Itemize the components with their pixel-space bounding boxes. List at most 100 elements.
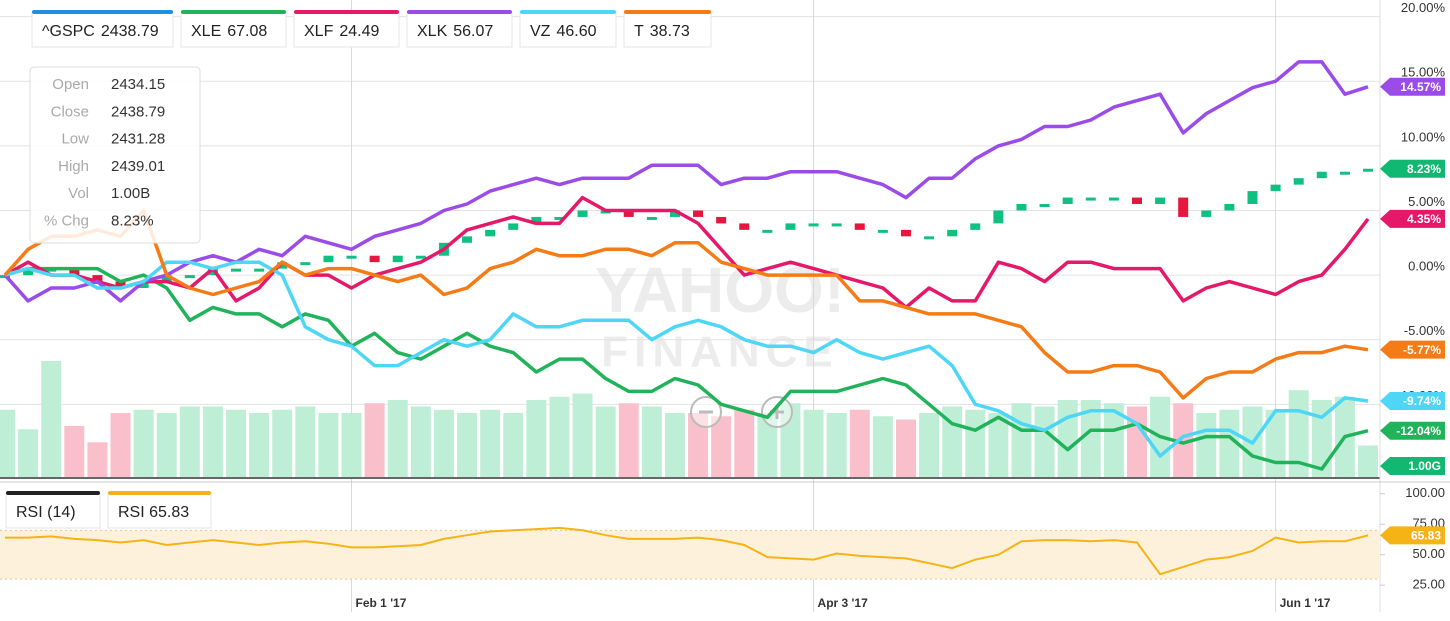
candle bbox=[115, 281, 126, 289]
volume-bar bbox=[1103, 403, 1124, 478]
candle bbox=[785, 223, 796, 230]
legend-chip[interactable]: XLE 67.08 bbox=[180, 10, 287, 48]
legend-chip[interactable]: VZ 46.60 bbox=[519, 10, 617, 48]
chip-color bbox=[294, 10, 399, 14]
volume-bar bbox=[526, 400, 547, 478]
rsi-chip[interactable]: RSI 65.83 bbox=[107, 491, 212, 529]
chip-color bbox=[108, 491, 211, 495]
chip-box bbox=[519, 11, 617, 48]
value-tag-label: 8.23% bbox=[1407, 162, 1441, 176]
volume-bar bbox=[318, 413, 339, 478]
legend-name: XLK bbox=[417, 23, 448, 40]
legend-name: ^GSPC bbox=[42, 23, 95, 40]
candle bbox=[1224, 204, 1235, 211]
candle bbox=[1363, 168, 1373, 172]
volume-bar bbox=[18, 429, 39, 478]
watermark-text: FINANCE bbox=[601, 328, 839, 377]
candle bbox=[1178, 197, 1189, 217]
volume-bar bbox=[1358, 445, 1378, 478]
tooltip-value: 1.00B bbox=[111, 185, 150, 202]
value-tag bbox=[1380, 526, 1445, 545]
legend-value: 24.49 bbox=[339, 23, 379, 40]
value-tag bbox=[1380, 391, 1445, 410]
candle bbox=[207, 268, 218, 276]
rsi-tick-label: 50.00 bbox=[1412, 546, 1445, 561]
volume-bar bbox=[341, 413, 362, 478]
legend-value: 38.73 bbox=[650, 23, 690, 40]
volume-bar bbox=[595, 406, 616, 478]
value-tag bbox=[1380, 77, 1445, 96]
tooltip-value: 2431.28 bbox=[111, 131, 165, 148]
legend-name: T bbox=[634, 23, 644, 40]
tooltip-key: % Chg bbox=[44, 212, 89, 229]
candle bbox=[924, 236, 935, 240]
candle bbox=[669, 210, 680, 217]
candle bbox=[69, 268, 80, 276]
volume-bar bbox=[272, 409, 293, 478]
candle bbox=[92, 275, 103, 282]
y-tick-label: 10.00% bbox=[1401, 129, 1446, 144]
tooltip-key: Open bbox=[52, 76, 89, 93]
value-tag bbox=[1380, 159, 1445, 178]
chip-box bbox=[293, 11, 400, 48]
chip-box bbox=[31, 11, 174, 48]
volume-bar bbox=[572, 393, 593, 478]
rsi-chip[interactable]: RSI (14) bbox=[5, 491, 101, 529]
value-tag-label: -12.04% bbox=[1396, 424, 1441, 438]
legend-chip[interactable]: ^GSPC 2438.79 bbox=[31, 10, 174, 48]
watermark: YAHOO! FINANCE bbox=[595, 254, 845, 377]
rsi-tick-label: 25.00 bbox=[1412, 577, 1445, 592]
value-tag-label: 1.00G bbox=[1408, 459, 1441, 473]
candle bbox=[1247, 191, 1258, 205]
value-tag-label: -9.74% bbox=[1403, 394, 1441, 408]
volume-bar bbox=[688, 413, 709, 478]
volume-bar bbox=[179, 406, 200, 478]
candle bbox=[554, 216, 565, 220]
tooltip-key: Vol bbox=[68, 185, 89, 202]
value-tag bbox=[1380, 457, 1445, 475]
legend-name: VZ bbox=[530, 23, 551, 40]
chip-color bbox=[624, 10, 711, 14]
volume-bar bbox=[133, 409, 154, 478]
candle bbox=[900, 229, 911, 237]
legend-name: XLE bbox=[191, 23, 221, 40]
candle bbox=[716, 216, 727, 224]
volume-bar bbox=[826, 413, 847, 478]
volume-bar bbox=[895, 419, 916, 478]
legend-label: VZ 46.60 bbox=[530, 23, 597, 40]
volume-bar bbox=[156, 413, 177, 478]
chip-box bbox=[623, 11, 712, 48]
watermark-text: YAHOO! bbox=[595, 254, 845, 326]
candle bbox=[138, 281, 149, 289]
legend-chip[interactable]: T 38.73 bbox=[623, 10, 712, 48]
tooltip-key: High bbox=[58, 158, 89, 175]
legend-label: XLF 24.49 bbox=[304, 23, 379, 40]
volume-bar bbox=[872, 416, 893, 478]
tooltip-key: Close bbox=[51, 103, 89, 120]
chip-box bbox=[107, 492, 212, 529]
volume-bar bbox=[1057, 400, 1078, 478]
volume-bar bbox=[1311, 400, 1332, 478]
tooltip-value: 2434.15 bbox=[111, 76, 165, 93]
legend-chip[interactable]: XLK 56.07 bbox=[406, 10, 513, 48]
y-tick-label: 0.00% bbox=[1408, 259, 1445, 274]
chip-color bbox=[181, 10, 286, 14]
candle bbox=[1062, 197, 1073, 205]
volume-bar bbox=[711, 416, 732, 478]
chip-color bbox=[6, 491, 100, 495]
volume-bar bbox=[1034, 406, 1055, 478]
volume-bar bbox=[457, 413, 478, 478]
candle bbox=[854, 223, 865, 230]
legend-chip[interactable]: XLF 24.49 bbox=[293, 10, 400, 48]
candle bbox=[277, 262, 288, 269]
value-tag-label: 14.57% bbox=[1400, 80, 1441, 94]
candle bbox=[1339, 171, 1350, 175]
candle bbox=[1131, 197, 1142, 205]
rsi-chip-label: RSI (14) bbox=[16, 504, 76, 521]
volume-bar bbox=[1196, 413, 1217, 478]
volume-bar bbox=[965, 409, 986, 478]
volume-bar bbox=[202, 406, 223, 478]
y-tick-label: 15.00% bbox=[1401, 65, 1446, 80]
chip-color bbox=[520, 10, 616, 14]
